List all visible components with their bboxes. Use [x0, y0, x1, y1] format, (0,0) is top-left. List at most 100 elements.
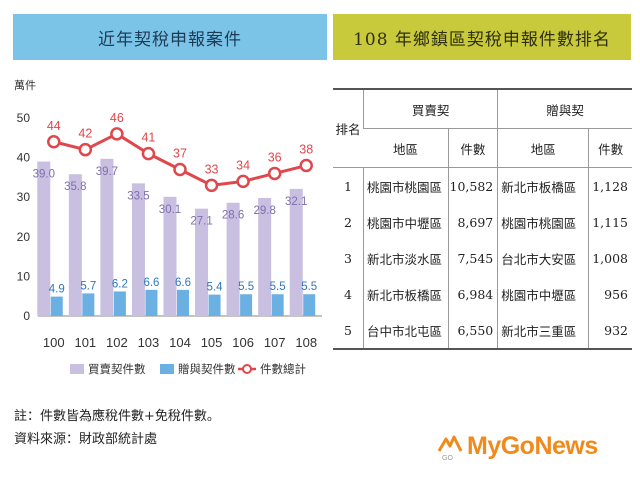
gift-region-cell: 新北市板橋區 — [497, 167, 589, 204]
gift-bar — [240, 294, 253, 316]
sale-bar — [226, 202, 240, 316]
sale-value-label: 39.7 — [96, 166, 118, 178]
sale-bar — [131, 183, 145, 316]
x-tick-label: 108 — [295, 335, 317, 350]
total-value-label: 34 — [236, 158, 250, 172]
total-value-label: 42 — [78, 127, 92, 141]
sale-region-cell: 新北市板橋區 — [363, 276, 448, 312]
legend-swatch-sale — [70, 364, 84, 374]
rank-cell: 4 — [344, 286, 352, 302]
sale-value-label: 27.1 — [190, 216, 212, 228]
sale-region-header: 地區 — [363, 128, 448, 168]
chart: 萬件 0 10 20 30 40 50 39.0 4.9 100 35.8 5.7 101 39.7 6.2… — [14, 79, 322, 376]
sale-value-label: 29.8 — [253, 205, 275, 217]
sale-count-cell: 7,545 — [447, 240, 498, 276]
rank-cell: 1 — [344, 178, 352, 194]
table-row: 2 桃園市中壢區 8,697 桃園市桃園區 1,115 — [333, 204, 632, 240]
gift-region-header: 地區 — [497, 128, 589, 168]
total-point — [110, 127, 124, 141]
sale-region-cell: 桃園市桃園區 — [363, 167, 448, 204]
mygonews-logo: GO MyGoNews — [437, 432, 598, 462]
x-tick-label: 100 — [43, 335, 65, 350]
sale-count-cell: 10,582 — [447, 167, 498, 204]
total-point — [173, 162, 187, 177]
y-tick-label: 50 — [17, 111, 31, 125]
total-value-label: 44 — [47, 119, 61, 133]
table-row: 4 新北市板橋區 6,984 桃園市中壢區 956 — [333, 276, 632, 312]
gift-value-label: 5.5 — [238, 281, 254, 293]
x-tick-label: 106 — [232, 335, 254, 350]
sale-value-label: 32.1 — [285, 196, 307, 208]
gift-value-label: 6.2 — [112, 278, 128, 290]
total-point — [47, 135, 61, 149]
sale-count-header: 件數 — [447, 128, 498, 168]
gift-count-cell: 956 — [588, 276, 632, 312]
sale-value-label: 33.5 — [127, 190, 149, 202]
total-point — [78, 142, 93, 157]
gift-count-cell: 1,008 — [588, 240, 632, 276]
gift-bar — [113, 291, 126, 316]
unit-label: 萬件 — [14, 79, 36, 92]
y-tick-label: 20 — [17, 230, 31, 244]
gift-group-header: 贈與契 — [497, 89, 632, 129]
footnotes: 註：件數皆為應稅件數+免稅件數。 資料來源：財政部統計處 — [14, 405, 220, 451]
total-point — [299, 158, 313, 173]
sale-region-cell: 台中市北屯區 — [363, 312, 448, 349]
sale-region-cell: 新北市淡水區 — [363, 240, 448, 276]
gift-count-cell: 932 — [588, 312, 632, 349]
total-value-label: 36 — [268, 150, 282, 164]
legend-marker-total — [242, 364, 252, 374]
logo-mark-icon: GO — [437, 433, 463, 462]
gift-bar — [271, 294, 284, 316]
x-tick-label: 102 — [106, 335, 128, 350]
legend-label-total: 件數總計 — [260, 362, 306, 376]
table-row: 1 桃園市桃園區 10,582 新北市板橋區 1,128 — [333, 167, 632, 204]
total-point — [204, 178, 219, 193]
gift-count-cell: 1,128 — [588, 167, 632, 204]
chart-title: 近年契稅申報案件 — [13, 14, 327, 60]
logo-text: MyGoNews — [467, 432, 598, 460]
gift-value-label: 6.6 — [175, 277, 191, 289]
total-point — [236, 174, 250, 189]
gift-region-cell: 新北市三重區 — [497, 312, 589, 349]
sale-value-label: 28.6 — [222, 210, 244, 222]
sale-count-cell: 6,984 — [447, 276, 498, 312]
sale-bar — [163, 196, 177, 316]
x-tick-label: 103 — [138, 335, 160, 350]
sale-bar — [258, 197, 272, 316]
y-tick-label: 30 — [17, 190, 31, 204]
sale-count-cell: 6,550 — [447, 312, 498, 349]
gift-region-cell: 桃園市桃園區 — [497, 204, 589, 240]
gift-bar — [145, 289, 158, 316]
gift-count-cell: 1,115 — [588, 204, 632, 240]
gift-bar — [82, 293, 95, 316]
gift-bar — [303, 294, 316, 316]
sale-value-label: 35.8 — [64, 181, 86, 193]
gift-value-label: 6.6 — [143, 277, 159, 289]
total-value-label: 37 — [173, 146, 187, 160]
gift-region-cell: 桃園市中壢區 — [497, 276, 589, 312]
rank-cell: 2 — [344, 214, 352, 230]
table-title: 108 年鄉鎮區契稅申報件數排名 — [333, 14, 631, 60]
total-point — [267, 166, 282, 181]
note-text: 註：件數皆為應稅件數+免稅件數。 — [14, 409, 220, 424]
sale-bar — [68, 174, 82, 316]
total-value-label: 33 — [205, 162, 219, 176]
x-tick-label: 101 — [74, 335, 96, 350]
logo-small-text: GO — [442, 455, 453, 461]
gift-value-label: 5.5 — [301, 281, 317, 293]
table-row: 5 台中市北屯區 6,550 新北市三重區 932 — [333, 312, 632, 349]
gift-bar — [177, 289, 189, 316]
gift-region-cell: 台北市大安區 — [497, 240, 589, 276]
legend-swatch-gift — [160, 364, 174, 374]
sale-count-cell: 8,697 — [447, 204, 498, 240]
x-tick-label: 107 — [264, 335, 286, 350]
sale-region-cell: 桃園市中壢區 — [363, 204, 448, 240]
x-tick-label: 105 — [201, 335, 223, 350]
gift-value-label: 5.4 — [207, 282, 224, 294]
gift-value-label: 4.9 — [49, 284, 65, 296]
y-tick-label: 10 — [17, 269, 31, 283]
total-value-label: 38 — [299, 143, 313, 157]
table-row: 3 新北市淡水區 7,545 台北市大安區 1,008 — [333, 240, 632, 276]
gift-bar — [50, 296, 63, 316]
